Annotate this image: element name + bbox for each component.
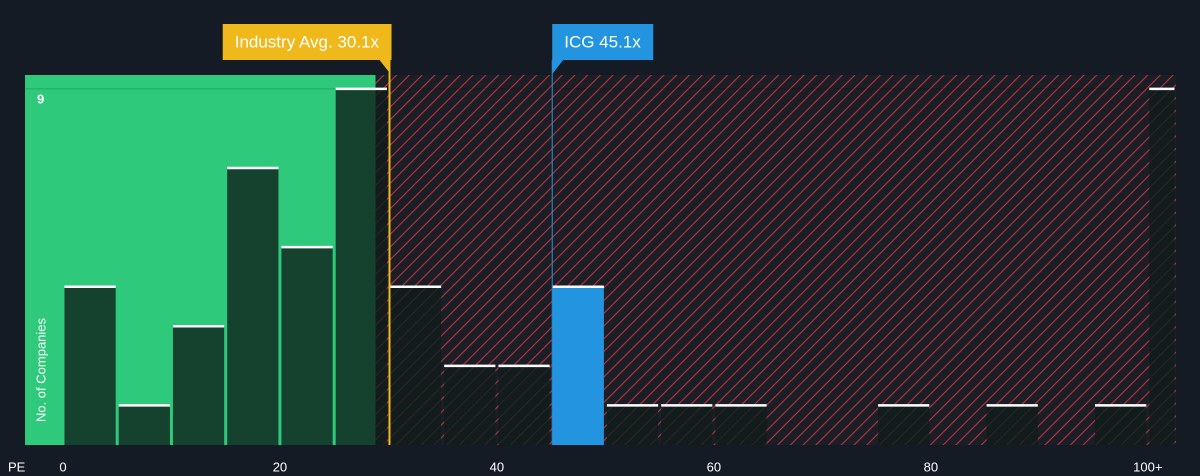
bar	[227, 167, 279, 445]
plot	[25, 60, 1176, 445]
x-tick-label: 20	[273, 459, 287, 474]
bar	[715, 405, 767, 445]
annotation-label: ICG 45.1x	[564, 32, 641, 51]
bar	[281, 247, 333, 445]
x-tick-label: 40	[490, 459, 504, 474]
overvalued-zone	[375, 75, 1176, 445]
annotation: ICG 45.1x	[552, 24, 654, 74]
bar	[1095, 405, 1147, 445]
annotation-box	[222, 24, 392, 60]
bar	[986, 405, 1038, 445]
x-tick-label: 60	[707, 459, 721, 474]
bar	[118, 405, 170, 445]
bar	[498, 365, 550, 445]
bar	[172, 326, 225, 445]
bar	[552, 286, 604, 445]
x-tick-label: 0	[59, 459, 66, 474]
bar	[335, 88, 387, 445]
bar	[444, 365, 496, 445]
bar	[64, 286, 116, 445]
bar	[389, 286, 442, 445]
annotation-label: Industry Avg. 30.1x	[235, 32, 380, 51]
bar	[606, 405, 659, 445]
annotation: Industry Avg. 30.1x	[222, 24, 392, 74]
bar	[661, 405, 713, 445]
annotation-pointer	[552, 60, 564, 74]
x-tick-label: 80	[924, 459, 938, 474]
annotation-box	[552, 24, 654, 60]
x-axis-label: PE	[8, 459, 26, 474]
annotation-pointer	[379, 60, 391, 74]
y-tick-label: 9	[37, 91, 44, 106]
bar	[1149, 88, 1175, 445]
y-axis-label: No. of Companies	[33, 317, 48, 422]
bar	[878, 405, 930, 445]
x-tick-label: 100+	[1133, 459, 1162, 474]
